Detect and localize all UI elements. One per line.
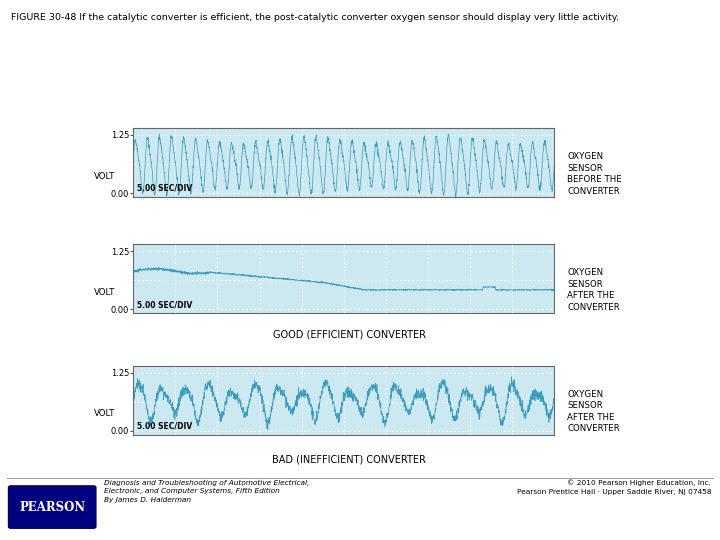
Text: PEARSON: PEARSON [19, 501, 85, 514]
Text: VOLT: VOLT [94, 172, 115, 181]
Text: 5.00 SEC/DIV: 5.00 SEC/DIV [138, 422, 193, 430]
Text: © 2010 Pearson Higher Education, Inc.
Pearson Prentice Hall · Upper Saddle River: © 2010 Pearson Higher Education, Inc. Pe… [517, 480, 711, 495]
Text: VOLT: VOLT [94, 409, 115, 418]
Text: GOOD (EFFICIENT) CONVERTER: GOOD (EFFICIENT) CONVERTER [273, 330, 426, 340]
Text: OXYGEN
SENSOR
AFTER THE
CONVERTER: OXYGEN SENSOR AFTER THE CONVERTER [567, 390, 620, 433]
Text: OXYGEN
SENSOR
BEFORE THE
CONVERTER: OXYGEN SENSOR BEFORE THE CONVERTER [567, 152, 622, 195]
Text: VOLT: VOLT [94, 288, 115, 297]
Text: FIGURE 30-48 If the catalytic converter is efficient, the post-catalytic convert: FIGURE 30-48 If the catalytic converter … [11, 14, 618, 23]
Text: BAD (INEFFICIENT) CONVERTER: BAD (INEFFICIENT) CONVERTER [272, 454, 426, 464]
Text: Diagnosis and Troubleshooting of Automotive Electrical,
Electronic, and Computer: Diagnosis and Troubleshooting of Automot… [104, 480, 310, 503]
Text: 5.00 SEC/DIV: 5.00 SEC/DIV [138, 300, 193, 309]
Text: OXYGEN
SENSOR
AFTER THE
CONVERTER: OXYGEN SENSOR AFTER THE CONVERTER [567, 268, 620, 312]
Text: 5.00 SEC/DIV: 5.00 SEC/DIV [138, 184, 193, 193]
